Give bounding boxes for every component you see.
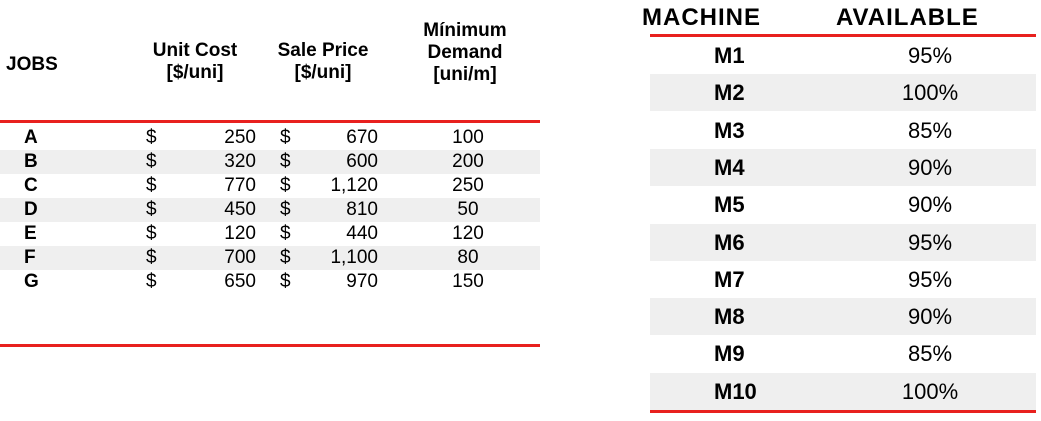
- job-cell: B: [24, 151, 38, 172]
- header-sale-price: Sale Price [$/uni]: [267, 40, 379, 84]
- unit-cost-cell: 650: [224, 271, 256, 292]
- unit-cost-cell: 450: [224, 199, 256, 220]
- header-minimum-demand: Mínimum Demand [uni/m]: [402, 20, 528, 86]
- machine-cell: M3: [714, 117, 745, 143]
- demand-cell: 150: [452, 271, 484, 292]
- available-cell: 90%: [907, 304, 953, 330]
- job-cell: D: [24, 199, 38, 220]
- sale-price-cell: 1,120: [330, 175, 378, 196]
- currency-symbol: $: [146, 175, 157, 196]
- table-row: M1 95%: [650, 37, 1036, 74]
- currency-symbol: $: [280, 127, 291, 148]
- header-available: AVAILABLE: [836, 4, 979, 31]
- header-unit-cost-line1: Unit Cost: [152, 40, 238, 61]
- table-row: F $700 $1,100 80: [0, 246, 540, 270]
- header-unit-cost-line2: [$/uni]: [166, 62, 224, 83]
- currency-symbol: $: [146, 151, 157, 172]
- currency-symbol: $: [146, 223, 157, 244]
- machine-cell: M10: [714, 378, 757, 404]
- available-cell: 100%: [901, 378, 959, 404]
- machine-table: MACHINE AVAILABLE M1 95% M2 100% M3 85% M4 90% M…: [628, 0, 1038, 421]
- job-cell: C: [24, 175, 38, 196]
- machine-cell: M4: [714, 154, 745, 180]
- job-cell: A: [24, 127, 38, 148]
- table-row: M2 100%: [650, 74, 1036, 112]
- currency-symbol: $: [146, 127, 157, 148]
- available-cell: 90%: [907, 154, 953, 180]
- sale-price-cell: 810: [346, 199, 378, 220]
- demand-cell: 250: [452, 175, 484, 196]
- table-row: M5 90%: [650, 186, 1036, 223]
- header-sale-price-line1: Sale Price: [277, 40, 369, 61]
- unit-cost-cell: 770: [224, 175, 256, 196]
- table-row: B $320 $600 200: [0, 150, 540, 174]
- currency-symbol: $: [280, 271, 291, 292]
- table-row: M6 95%: [650, 223, 1036, 261]
- demand-cell: 50: [457, 199, 479, 220]
- available-cell: 85%: [907, 341, 953, 367]
- currency-symbol: $: [280, 151, 291, 172]
- table-row: A $250 $670 100: [0, 126, 540, 150]
- header-demand-line2: Demand: [427, 42, 503, 63]
- currency-symbol: $: [146, 271, 157, 292]
- currency-symbol: $: [280, 199, 291, 220]
- table-row: G $650 $970 150: [0, 270, 540, 294]
- unit-cost-cell: 250: [224, 127, 256, 148]
- machine-cell: M1: [714, 43, 745, 68]
- machine-cell: M2: [714, 80, 745, 106]
- currency-symbol: $: [146, 247, 157, 268]
- top-rule: [650, 34, 1036, 37]
- job-cell: E: [24, 223, 37, 244]
- machine-cell: M9: [714, 341, 745, 367]
- currency-symbol: $: [280, 223, 291, 244]
- table-row: M10 100%: [650, 372, 1036, 410]
- sale-price-cell: 1,100: [330, 247, 378, 268]
- header-demand-line1: Mínimum: [423, 20, 507, 41]
- currency-symbol: $: [146, 199, 157, 220]
- header-machine: MACHINE: [642, 4, 761, 31]
- job-cell: G: [24, 271, 39, 292]
- demand-cell: 80: [457, 247, 479, 268]
- top-rule: [0, 120, 540, 123]
- available-cell: 90%: [907, 192, 953, 218]
- header-unit-cost: Unit Cost [$/uni]: [135, 40, 255, 84]
- table-row: M9 85%: [650, 335, 1036, 372]
- header-jobs: JOBS: [6, 54, 68, 76]
- machine-cell: M7: [714, 266, 745, 292]
- available-cell: 95%: [907, 229, 953, 255]
- currency-symbol: $: [280, 247, 291, 268]
- bottom-rule: [0, 344, 540, 347]
- sale-price-cell: 600: [346, 151, 378, 172]
- table-row: M7 95%: [650, 261, 1036, 298]
- available-cell: 95%: [907, 266, 953, 292]
- unit-cost-cell: 120: [224, 223, 256, 244]
- unit-cost-cell: 320: [224, 151, 256, 172]
- header-sale-price-line2: [$/uni]: [294, 62, 352, 83]
- header-demand-line3: [uni/m]: [433, 64, 497, 85]
- machine-cell: M6: [714, 229, 745, 255]
- available-cell: 100%: [901, 80, 959, 106]
- table-row: M3 85%: [650, 112, 1036, 149]
- sale-price-cell: 670: [346, 127, 378, 148]
- demand-cell: 100: [452, 127, 484, 148]
- job-cell: F: [24, 247, 36, 268]
- sale-price-cell: 970: [346, 271, 378, 292]
- currency-symbol: $: [280, 175, 291, 196]
- demand-cell: 120: [452, 223, 484, 244]
- machine-cell: M8: [714, 304, 745, 330]
- table-row: D $450 $810 50: [0, 198, 540, 222]
- header-jobs-label: JOBS: [6, 54, 58, 75]
- bottom-rule: [650, 410, 1036, 413]
- jobs-table: JOBS Unit Cost [$/uni] Sale Price [$/uni…: [0, 20, 540, 347]
- table-row: M4 90%: [650, 148, 1036, 186]
- available-cell: 95%: [907, 43, 953, 68]
- table-row: C $770 $1,120 250: [0, 174, 540, 198]
- demand-cell: 200: [452, 151, 484, 172]
- table-row: M8 90%: [650, 298, 1036, 336]
- machine-cell: M5: [714, 192, 745, 218]
- unit-cost-cell: 700: [224, 247, 256, 268]
- available-cell: 85%: [907, 117, 953, 143]
- table-row: E $120 $440 120: [0, 222, 540, 246]
- sale-price-cell: 440: [346, 223, 378, 244]
